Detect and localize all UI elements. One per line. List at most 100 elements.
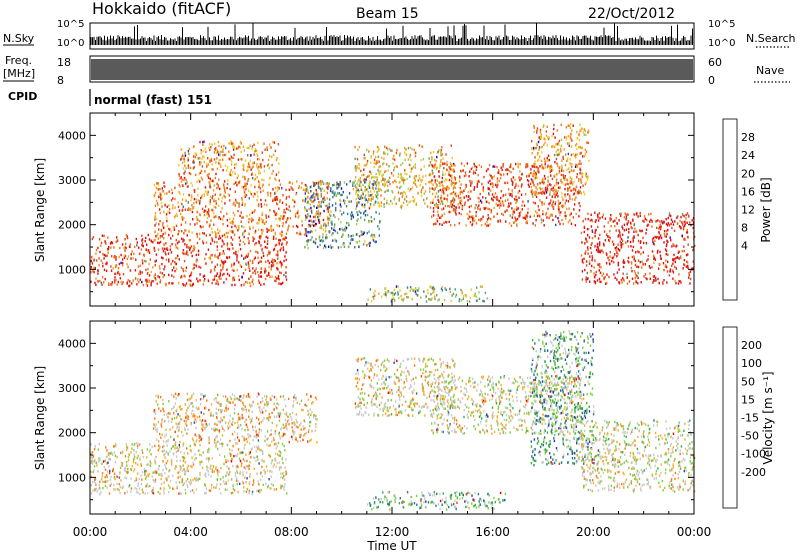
echo-cell: [177, 281, 180, 285]
echo-cell: [475, 222, 478, 225]
echo-cell: [224, 188, 226, 191]
echo-cell: [272, 140, 274, 144]
echo-cell: [214, 142, 216, 145]
echo-cell: [657, 267, 660, 270]
echo-cell: [378, 234, 380, 237]
echo-cell: [393, 293, 396, 296]
echo-cell: [210, 242, 212, 245]
echo-cell: [575, 186, 577, 189]
echo-cell: [623, 229, 626, 232]
echo-cell: [399, 289, 401, 292]
echo-cell: [313, 182, 315, 185]
echo-cell: [299, 231, 301, 234]
echo-cell: [280, 271, 282, 275]
echo-cell: [531, 140, 533, 143]
echo-cell: [386, 189, 388, 192]
echo-cell: [258, 169, 260, 173]
echo-cell: [683, 263, 686, 267]
echo-cell: [274, 231, 277, 235]
echo-cell: [601, 216, 604, 219]
echo-cell: [487, 224, 489, 227]
echo-cell: [197, 179, 200, 182]
echo-cell: [372, 197, 374, 200]
echo-cell: [126, 236, 129, 240]
noise-tick-bottom-left: 10^0: [57, 38, 84, 49]
echo-cell: [370, 234, 372, 238]
echo-cell: [373, 165, 375, 168]
echo-cell: [110, 246, 112, 249]
echo-cell: [490, 174, 492, 178]
echo-cell: [264, 245, 266, 249]
echo-cell: [573, 203, 576, 206]
echo-cell: [487, 207, 489, 210]
echo-cell: [103, 234, 105, 238]
echo-cell: [444, 197, 447, 200]
echo-cell: [171, 282, 173, 285]
echo-cell: [361, 203, 363, 207]
echo-cell: [220, 259, 223, 262]
echo-cell: [209, 195, 212, 199]
echo-cell: [305, 197, 307, 201]
echo-cell: [213, 151, 216, 154]
echo-cell: [639, 214, 641, 218]
echo-cell: [580, 231, 583, 235]
echo-cell: [443, 167, 445, 170]
echo-cell: [157, 248, 160, 251]
echo-cell: [225, 231, 228, 235]
echo-cell: [211, 254, 213, 257]
echo-cell: [482, 188, 484, 191]
echo-cell: [115, 264, 118, 267]
echo-cell: [401, 298, 403, 301]
echo-cell: [256, 176, 258, 179]
echo-cell: [214, 275, 216, 278]
echo-cell: [363, 164, 365, 167]
echo-cell: [196, 232, 198, 236]
echo-cell: [511, 189, 513, 192]
colorbar-tick-label: 24: [741, 149, 755, 162]
echo-cell: [159, 192, 161, 195]
echo-cell: [524, 216, 526, 220]
echo-cell: [195, 260, 198, 263]
echo-cell: [253, 237, 256, 241]
echo-cell: [288, 205, 290, 208]
echo-cell: [200, 161, 202, 164]
echo-cell: [454, 211, 457, 214]
echo-cell: [426, 205, 429, 208]
echo-cell: [241, 225, 243, 228]
echo-cell: [226, 212, 228, 215]
echo-cell: [450, 162, 452, 165]
echo-cell: [254, 272, 257, 275]
echo-cell: [616, 251, 618, 254]
echo-cell: [458, 206, 460, 209]
echo-cell: [488, 163, 491, 167]
echo-cell: [339, 181, 341, 184]
echo-cell: [115, 256, 117, 259]
echo-cell: [404, 169, 406, 172]
echo-cell: [453, 200, 455, 203]
echo-cell: [383, 293, 385, 296]
echo-cell: [342, 190, 344, 194]
echo-cell: [428, 157, 430, 160]
echo-cell: [555, 223, 557, 227]
echo-cell: [543, 202, 545, 206]
echo-cell: [331, 227, 333, 230]
echo-cell: [208, 172, 210, 176]
echo-cell: [334, 229, 337, 233]
echo-cell: [493, 175, 495, 178]
echo-cell: [562, 155, 564, 159]
echo-cell: [463, 189, 465, 192]
echo-cell: [502, 213, 504, 216]
echo-cell: [255, 241, 257, 245]
echo-cell: [440, 149, 442, 152]
echo-cell: [632, 237, 634, 240]
echo-cell: [364, 185, 366, 189]
echo-cell: [542, 177, 544, 180]
echo-cell: [497, 198, 499, 201]
echo-cell: [378, 292, 380, 295]
echo-cell: [317, 205, 320, 208]
echo-cell: [333, 228, 335, 232]
echo-cell: [478, 204, 480, 207]
echo-cell: [570, 138, 572, 141]
echo-cell: [257, 274, 260, 277]
